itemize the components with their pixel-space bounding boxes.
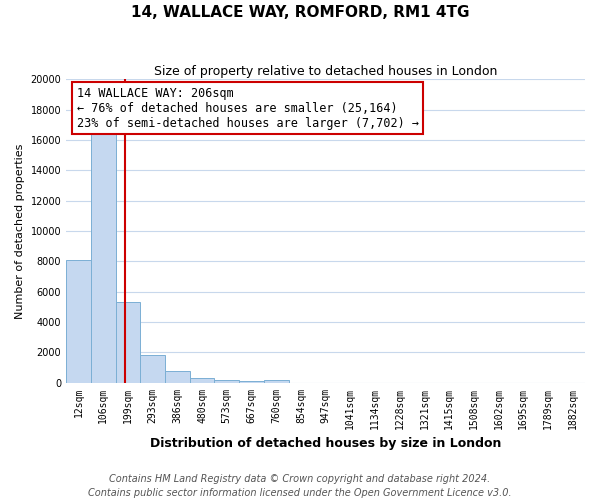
Text: 14 WALLACE WAY: 206sqm
← 76% of detached houses are smaller (25,164)
23% of semi: 14 WALLACE WAY: 206sqm ← 76% of detached… [77,87,419,130]
Bar [190,378,214,382]
Bar [116,302,140,382]
Bar [214,380,239,382]
Title: Size of property relative to detached houses in London: Size of property relative to detached ho… [154,65,497,78]
X-axis label: Distribution of detached houses by size in London: Distribution of detached houses by size … [150,437,501,450]
Text: 14, WALLACE WAY, ROMFORD, RM1 4TG: 14, WALLACE WAY, ROMFORD, RM1 4TG [131,5,469,20]
Y-axis label: Number of detached properties: Number of detached properties [15,143,25,318]
Bar [264,380,289,382]
Text: Contains HM Land Registry data © Crown copyright and database right 2024.
Contai: Contains HM Land Registry data © Crown c… [88,474,512,498]
Bar [165,372,190,382]
Bar [66,260,91,382]
Bar [239,381,264,382]
Bar [140,354,165,382]
Bar [91,131,116,382]
